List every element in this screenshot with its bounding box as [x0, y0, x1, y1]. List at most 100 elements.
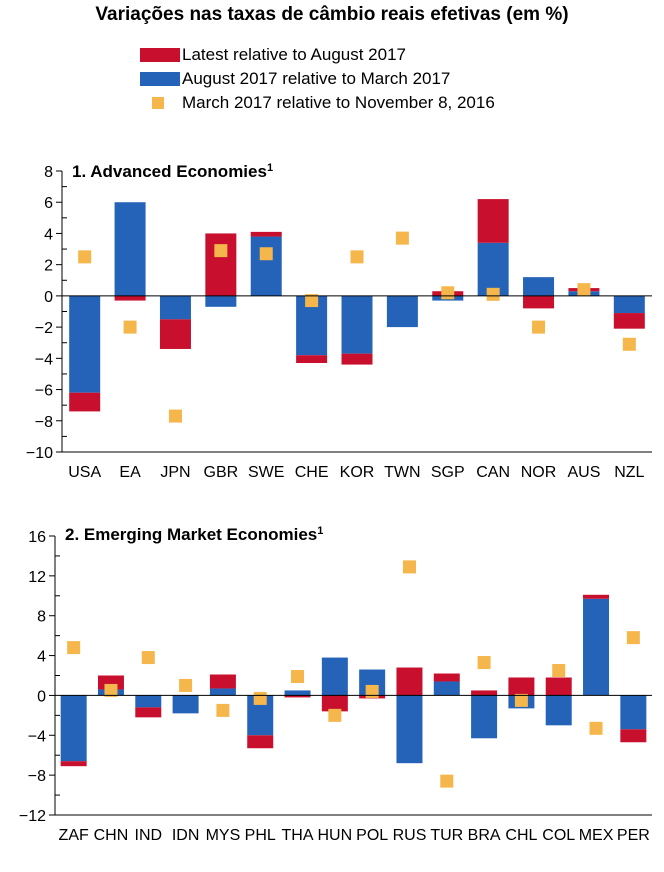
- panel1-marker-mar-nov: [441, 286, 455, 300]
- panel1-category-label: JPN: [160, 464, 190, 481]
- panel1-marker-mar-nov: [214, 244, 228, 258]
- panel2-y-tick-label: 8: [37, 609, 46, 626]
- panel1-marker-mar-nov: [395, 231, 409, 245]
- panel2-bar-aug-mar: [209, 688, 236, 696]
- panel2-category-label: CHL: [505, 827, 537, 844]
- panel1-y-tick-label: 0: [44, 289, 53, 306]
- panel1-marker-mar-nov: [168, 409, 182, 423]
- panel1-bar-aug-mar: [613, 295, 645, 314]
- panel2-marker-mar-nov: [104, 683, 118, 697]
- panel1-bar-latest: [296, 355, 328, 364]
- legend-swatch-aug-mar: [140, 72, 180, 86]
- panel2-category-label: TUR: [430, 827, 463, 844]
- panel2-bar-aug-mar: [583, 598, 610, 696]
- panel2-bar-latest: [620, 729, 647, 743]
- panel1-y-tick-label: −8: [35, 414, 53, 431]
- legend-label-mar-nov: March 2017 relative to November 8, 2016: [182, 93, 495, 112]
- panel2-title: 2. Emerging Market Economies1: [65, 525, 323, 544]
- panel2-category-label: BRA: [468, 827, 501, 844]
- panel2-marker-mar-nov: [626, 631, 640, 645]
- panel1-bar-latest: [477, 199, 509, 243]
- panel2-bar-aug-mar: [135, 695, 162, 708]
- panel1-category-label: USA: [68, 464, 101, 481]
- panel2-bar-aug-mar: [620, 695, 647, 730]
- panel2-bar-aug-mar: [433, 681, 460, 696]
- panel2-marker-mar-nov: [365, 684, 379, 698]
- panel2-bar-latest: [247, 735, 274, 749]
- panel1-marker-mar-nov: [305, 294, 319, 308]
- panel1-category-label: KOR: [340, 464, 375, 481]
- panel1-y-tick-label: 2: [44, 258, 53, 275]
- panel2-bar-aug-mar: [284, 690, 311, 696]
- panel1-marker-mar-nov: [123, 320, 137, 334]
- legend-square-mar-nov: [152, 97, 164, 109]
- panel2-marker-mar-nov: [477, 656, 491, 670]
- panel2-bar-latest: [396, 667, 423, 696]
- panel2-category-label: COL: [542, 827, 575, 844]
- panel1-y-tick-label: 6: [44, 195, 53, 212]
- panel1-y-tick-label: −10: [26, 445, 53, 462]
- panel1-bar-aug-mar: [386, 295, 418, 328]
- panel1-category-label: SGP: [431, 464, 465, 481]
- panel2-bar-latest: [321, 695, 348, 712]
- panel1-category-label: NZL: [614, 464, 644, 481]
- panel2-bar-aug-mar: [172, 695, 199, 714]
- panel2-marker-mar-nov: [179, 678, 193, 692]
- panel1-bar-aug-mar: [114, 202, 146, 296]
- panel2-bar-latest: [508, 677, 535, 696]
- panel2-y-tick-label: 4: [37, 649, 46, 666]
- panel2-bar-aug-mar: [471, 695, 498, 739]
- panel1-y-tick-label: −6: [35, 383, 53, 400]
- legend-swatch-latest: [140, 48, 180, 62]
- panel2-marker-mar-nov: [402, 560, 416, 574]
- panel1-bar-latest: [341, 353, 373, 365]
- panel1-category-label: TWN: [384, 464, 420, 481]
- panel2-marker-mar-nov: [141, 651, 155, 665]
- panel1-bar-latest: [159, 319, 191, 349]
- panel2-y-tick-label: 0: [37, 688, 46, 705]
- panel2-bar-latest: [284, 695, 311, 698]
- panel2-y-tick-label: 16: [28, 529, 46, 546]
- panel1-bar-latest: [250, 231, 282, 237]
- panel2-y-tick-label: −12: [19, 808, 46, 825]
- panel2-category-label: PER: [617, 827, 650, 844]
- panel1-bar-aug-mar: [69, 295, 101, 393]
- panel1-category-label: NOR: [521, 464, 557, 481]
- panel2-marker-mar-nov: [291, 669, 305, 683]
- panel2-marker-mar-nov: [589, 721, 603, 735]
- panel1-bar-aug-mar: [341, 295, 373, 354]
- panel2-bar-aug-mar: [545, 695, 572, 726]
- panel2-category-label: MEX: [579, 827, 614, 844]
- panel2-category-label: CHN: [94, 827, 129, 844]
- panel1-bar-latest: [205, 233, 237, 296]
- panel2-category-label: MYS: [206, 827, 241, 844]
- panel2-bar-aug-mar: [60, 695, 87, 762]
- panel1-category-label: CAN: [476, 464, 510, 481]
- panel2-category-label: THA: [282, 827, 314, 844]
- legend-label-latest: Latest relative to August 2017: [182, 45, 406, 64]
- panel2-marker-mar-nov: [328, 708, 342, 722]
- legend-label-aug-mar: August 2017 relative to March 2017: [182, 69, 451, 88]
- panel1-bar-aug-mar: [477, 242, 509, 296]
- panel1-y-tick-label: −4: [35, 351, 53, 368]
- panel1-bar-aug-mar: [205, 295, 237, 307]
- panel1-bar-aug-mar: [250, 236, 282, 296]
- panel1-category-label: SWE: [248, 464, 284, 481]
- panel1-bar-latest: [114, 295, 146, 301]
- panel2-marker-mar-nov: [253, 691, 267, 705]
- panel1-category-label: AUS: [567, 464, 600, 481]
- panel2-y-tick-label: −8: [28, 768, 46, 785]
- panel1-bar-aug-mar: [523, 277, 555, 296]
- panel2-bar-aug-mar: [396, 695, 423, 764]
- legend-item-latest: Latest relative to August 2017: [140, 44, 406, 66]
- panel2-bar-latest: [135, 707, 162, 718]
- panel1-bar-aug-mar: [159, 295, 191, 320]
- panel2-bar-latest: [209, 674, 236, 689]
- panel1-bar-latest: [523, 295, 555, 309]
- panel1-y-tick-label: 4: [44, 226, 53, 243]
- panel1-category-label: CHE: [295, 464, 329, 481]
- panel2-y-tick-label: −4: [28, 728, 46, 745]
- panel1-marker-mar-nov: [532, 320, 546, 334]
- legend-item-mar-nov: March 2017 relative to November 8, 2016: [140, 92, 495, 114]
